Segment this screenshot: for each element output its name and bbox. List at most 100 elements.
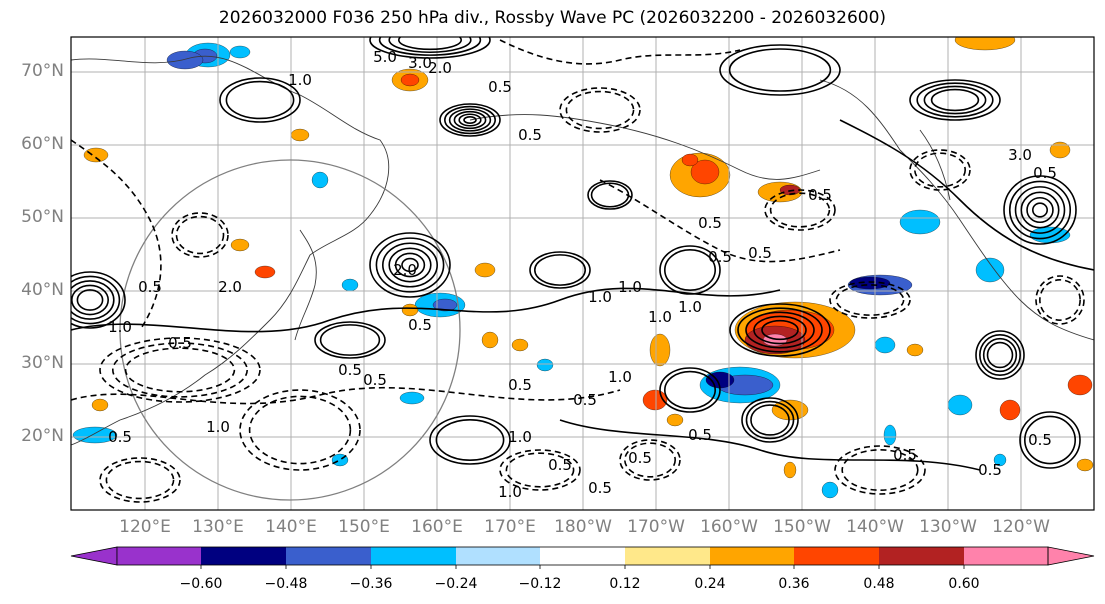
contour-label: 1.0 <box>108 318 132 336</box>
lon-label-130e: 130°E <box>192 517 244 537</box>
contour-label: 0.5 <box>508 376 532 394</box>
contour-label: 1.0 <box>588 288 612 306</box>
contour-label: 0.5 <box>808 186 832 204</box>
contour-label: 1.0 <box>288 71 312 89</box>
divergence-fill <box>311 171 329 189</box>
contour-line <box>1032 202 1049 218</box>
contour-line <box>1026 196 1054 224</box>
contour-line <box>982 337 1018 373</box>
lon-label-150e: 150°E <box>338 517 390 537</box>
colorbar-segment <box>456 547 540 565</box>
contour-label: 0.5 <box>573 391 597 409</box>
contour-line <box>499 39 741 65</box>
contour-line <box>619 439 681 481</box>
divergence-fill <box>874 336 896 354</box>
rossby-wave-contours <box>71 37 1094 503</box>
contour-line <box>663 370 716 410</box>
lon-label-120w: 120°W <box>992 517 1050 537</box>
contour-label-layer: 5.0 3.02.01.0 0.50.50.50.50.5 0.51.01.01.01… <box>108 48 1057 501</box>
divergence-fill <box>341 278 359 292</box>
colorbar-tick: 0.12 <box>609 576 641 592</box>
lat-label-20n: 20°N <box>21 426 64 446</box>
contour-line <box>435 419 505 461</box>
divergence-fill <box>399 391 425 405</box>
divergence-fill <box>681 153 699 167</box>
map-title: 2026032000 F036 250 hPa div., Rossby Wav… <box>218 8 887 28</box>
contour-line <box>375 237 445 293</box>
divergence-fill <box>1067 374 1093 396</box>
colorbar-tick: 0.36 <box>778 576 810 592</box>
contour-label: 0.5 <box>338 361 362 379</box>
contour-line <box>175 215 225 255</box>
contour-label: 0.5 <box>688 426 712 444</box>
contour-line <box>448 108 492 132</box>
contour-line <box>565 90 635 130</box>
lat-label-60n: 60°N <box>21 134 64 154</box>
contour-line <box>559 419 981 471</box>
contour-line <box>429 415 511 465</box>
contour-line <box>728 48 832 92</box>
divergence-fill <box>690 159 720 185</box>
contour-line <box>753 315 807 345</box>
contour-line <box>394 252 426 278</box>
contour-line <box>719 44 841 96</box>
contour-line <box>761 319 799 341</box>
contour-line <box>225 80 295 120</box>
contour-line <box>986 341 1014 369</box>
contour-label: 2.0 <box>218 278 242 296</box>
contour-line <box>76 289 104 311</box>
contour-line <box>71 275 121 325</box>
contour-line <box>841 449 919 491</box>
contour-label: 1.0 <box>608 368 632 386</box>
divergence-fill <box>954 37 1016 51</box>
divergence-fill <box>481 331 499 349</box>
divergence-fill <box>401 303 419 317</box>
lon-label-120e: 120°E <box>119 517 171 537</box>
lon-label-160w: 160°W <box>700 517 758 537</box>
contour-label: 0.5 <box>518 126 542 144</box>
colorbar-segment <box>710 547 794 565</box>
contour-line <box>769 192 831 228</box>
contour-label: 0.5 <box>363 371 387 389</box>
contour-line <box>529 251 591 289</box>
contour-line <box>319 324 381 356</box>
contour-line <box>533 254 586 286</box>
contour-line <box>314 321 386 359</box>
contour-line <box>979 334 1021 376</box>
contour-line <box>587 180 633 210</box>
divergence-fill <box>400 73 420 87</box>
divergence-fill <box>906 343 924 357</box>
divergence-fill <box>432 298 458 312</box>
contour-line <box>1020 191 1060 229</box>
lon-label-170e: 170°E <box>484 517 536 537</box>
contour-line <box>239 389 361 471</box>
contour-line <box>559 87 641 133</box>
contour-line <box>1014 186 1066 234</box>
contour-line <box>764 189 836 231</box>
colorbar-segment <box>371 547 456 565</box>
divergence-fill <box>474 262 496 278</box>
contour-line <box>835 284 905 316</box>
divergence-fill <box>1049 141 1071 159</box>
contour-line <box>1008 180 1072 240</box>
contour-line <box>750 404 790 436</box>
lon-label-150w: 150°W <box>773 517 831 537</box>
divergence-fill <box>821 481 839 499</box>
great-circle-arc <box>119 159 461 501</box>
contour-line <box>663 249 716 291</box>
divergence-fill-layer <box>72 37 1094 499</box>
contour-line <box>741 397 799 443</box>
contour-line <box>737 307 823 353</box>
contour-line <box>909 149 971 191</box>
colorbar-segment <box>117 547 201 565</box>
contour-line <box>505 452 575 488</box>
contour-label: 0.5 <box>548 456 572 474</box>
contour-line <box>439 103 501 137</box>
contour-label: 0.5 <box>748 244 772 262</box>
contour-line <box>99 337 261 403</box>
colorbar <box>70 546 1095 569</box>
colorbar-segment <box>201 547 286 565</box>
divergence-fill <box>511 338 529 352</box>
divergence-fill <box>290 128 310 142</box>
divergence-fill <box>166 50 204 70</box>
